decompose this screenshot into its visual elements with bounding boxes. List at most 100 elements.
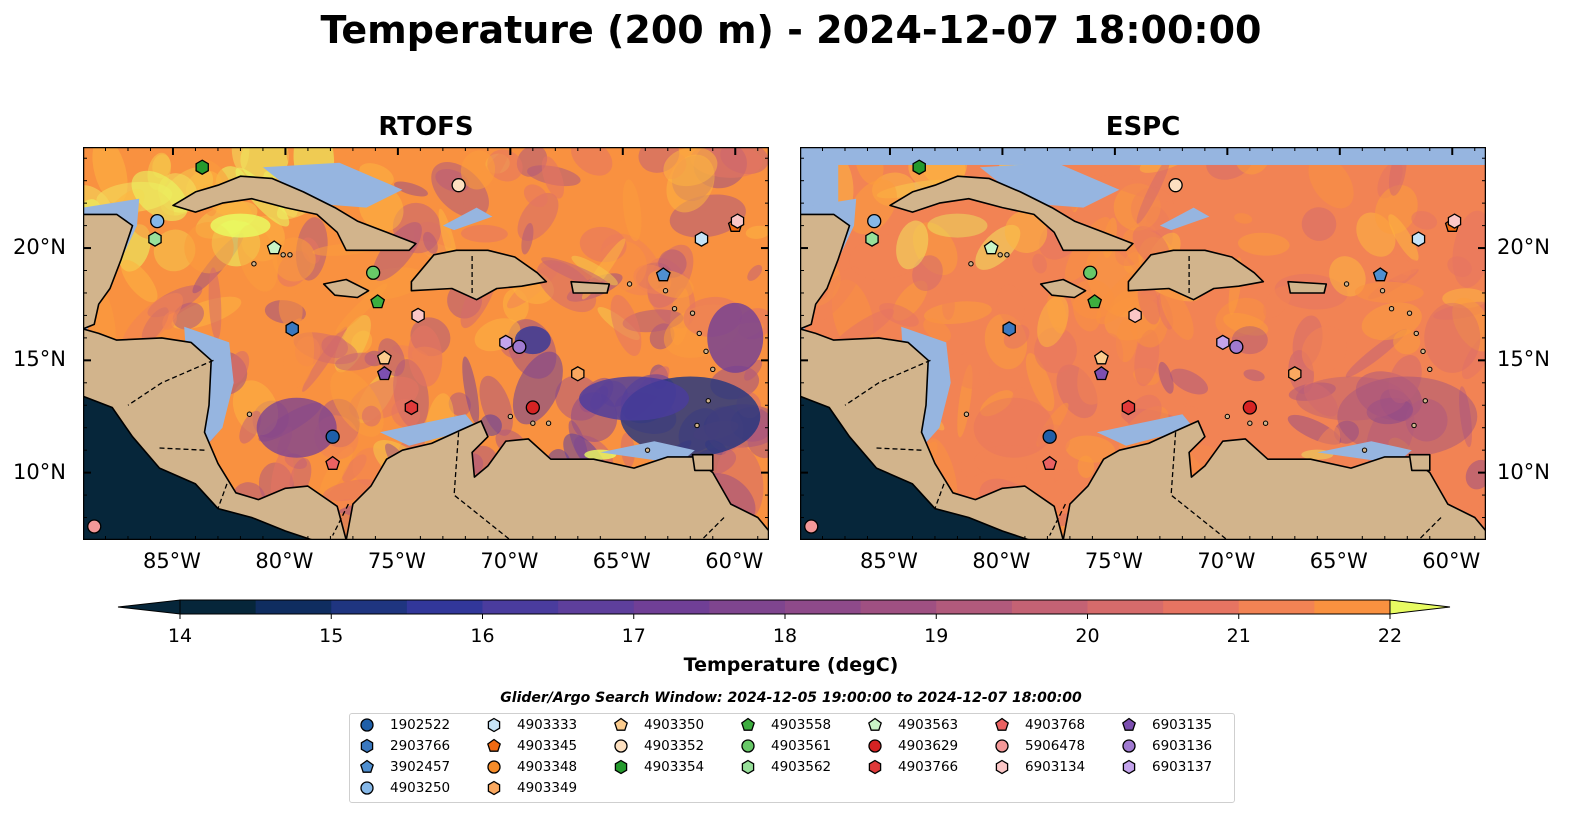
island <box>507 413 514 420</box>
colorbar-segment <box>1087 600 1164 614</box>
colorbar-tick-label: 21 <box>1227 625 1251 647</box>
observation-6903134-marker <box>730 213 745 229</box>
island <box>968 261 974 267</box>
legend-4903350-marker <box>614 717 628 731</box>
legend-4903352-marker <box>614 739 628 753</box>
legend-item: 3902457 <box>358 757 450 777</box>
temperature-patch <box>1374 185 1418 235</box>
observation-4903561-marker <box>365 265 381 280</box>
observation-4903354-marker <box>912 159 926 175</box>
temperature-patch <box>120 259 158 303</box>
temperature-patch <box>1301 207 1337 241</box>
temperature-patch <box>745 225 769 239</box>
island <box>1413 330 1419 337</box>
legend-item: 4903563 <box>866 715 958 735</box>
temperature-patch <box>512 351 563 425</box>
land-southamerica <box>1062 420 1486 540</box>
island <box>287 252 293 258</box>
colorbar-tick-label: 20 <box>1075 625 1099 647</box>
legend-label: 4903768 <box>1025 717 1086 733</box>
temperature-patch <box>1243 369 1265 382</box>
legend-label: 1902522 <box>390 717 451 733</box>
land-trinidad <box>1408 453 1431 472</box>
legend-item: 6903134 <box>993 757 1085 777</box>
colorbar-tick-label: 14 <box>168 625 192 647</box>
colorbar-tick-label: 15 <box>319 625 343 647</box>
legend-label: 6903136 <box>1152 738 1213 754</box>
temperature-patch <box>744 359 763 381</box>
legend-label: 4903561 <box>771 738 832 754</box>
temperature-patch <box>960 440 996 477</box>
legend-label: 6903134 <box>1025 759 1086 775</box>
legend-marker-icon <box>614 759 628 775</box>
temperature-patch <box>1303 382 1339 417</box>
observation-4903562-marker <box>148 231 162 247</box>
temperature-patch <box>335 352 378 371</box>
temperature-patch <box>448 392 471 417</box>
observation-4903766-marker <box>1121 399 1136 416</box>
temperature-patch <box>1461 332 1486 380</box>
temperature-patch <box>1065 435 1116 463</box>
temperature-patch <box>423 231 438 254</box>
colorbar-segment <box>785 600 862 614</box>
legend-label: 4903349 <box>517 780 578 796</box>
country-border <box>934 483 945 509</box>
legend-label: 4903350 <box>644 717 705 733</box>
observation-4903350-marker <box>376 350 392 365</box>
island <box>689 310 696 316</box>
island <box>710 366 716 373</box>
map-frame <box>800 147 1486 540</box>
observation-4903768-marker <box>1042 455 1058 470</box>
legend-3902457-marker <box>360 759 374 773</box>
legend-label: 3902457 <box>390 759 451 775</box>
legend-marker-icon <box>741 739 755 753</box>
temperature-patch <box>335 283 388 334</box>
legend-item: 4903350 <box>612 715 704 735</box>
legend-item: 4903766 <box>866 757 958 777</box>
island <box>705 398 711 404</box>
temperature-patch <box>997 284 1025 327</box>
colorbar-segment <box>709 600 786 614</box>
observation-4903250-marker <box>150 213 165 229</box>
temperature-patch <box>1237 232 1290 256</box>
temperature-patch <box>896 220 929 270</box>
legend-6903136-marker <box>1122 739 1136 753</box>
temperature-anomaly <box>579 376 690 421</box>
colorbar-segment <box>633 600 710 614</box>
legend-label: 4903558 <box>771 717 832 733</box>
legend-item: 5906478 <box>993 736 1085 756</box>
temperature-patch <box>487 149 523 182</box>
map-panel-rtofs <box>83 147 769 540</box>
temperature-patch <box>848 179 897 235</box>
temperature-patch <box>132 147 197 180</box>
temperature-patch <box>747 423 769 459</box>
temperature-patch <box>1308 155 1354 209</box>
legend-4903561-marker <box>741 739 755 753</box>
legend-4903562-marker <box>741 759 755 775</box>
temperature-patch <box>1170 368 1209 395</box>
legend-4903768-marker <box>995 717 1009 731</box>
shallow-shelf <box>379 414 477 446</box>
colorbar-segment <box>860 600 937 614</box>
legend-1902522-marker <box>360 718 374 732</box>
temperature-patch <box>663 147 718 187</box>
colorbar-label: Temperature (degC) <box>683 654 899 676</box>
legend-label: 4903562 <box>771 759 832 775</box>
temperature-patch <box>1037 295 1069 348</box>
lat-tick-label: 15°N <box>1497 347 1550 372</box>
land-hispaniola <box>1127 249 1265 301</box>
temperature-patch <box>462 356 480 424</box>
observation-4903558-marker <box>370 294 386 309</box>
island <box>963 411 970 417</box>
legend-label: 4903333 <box>517 717 578 733</box>
observation-1902522-marker <box>325 429 340 444</box>
colorbar-segment <box>1163 600 1240 614</box>
island <box>530 420 536 426</box>
island <box>246 411 253 417</box>
temperature-patch <box>237 224 279 292</box>
legend-marker-icon <box>487 717 501 733</box>
colorbar-tick-label: 22 <box>1378 625 1402 647</box>
observation-5906478-marker <box>87 519 102 534</box>
panel-title-espc: ESPC <box>1105 112 1181 142</box>
legend-4903348-marker <box>487 760 501 774</box>
